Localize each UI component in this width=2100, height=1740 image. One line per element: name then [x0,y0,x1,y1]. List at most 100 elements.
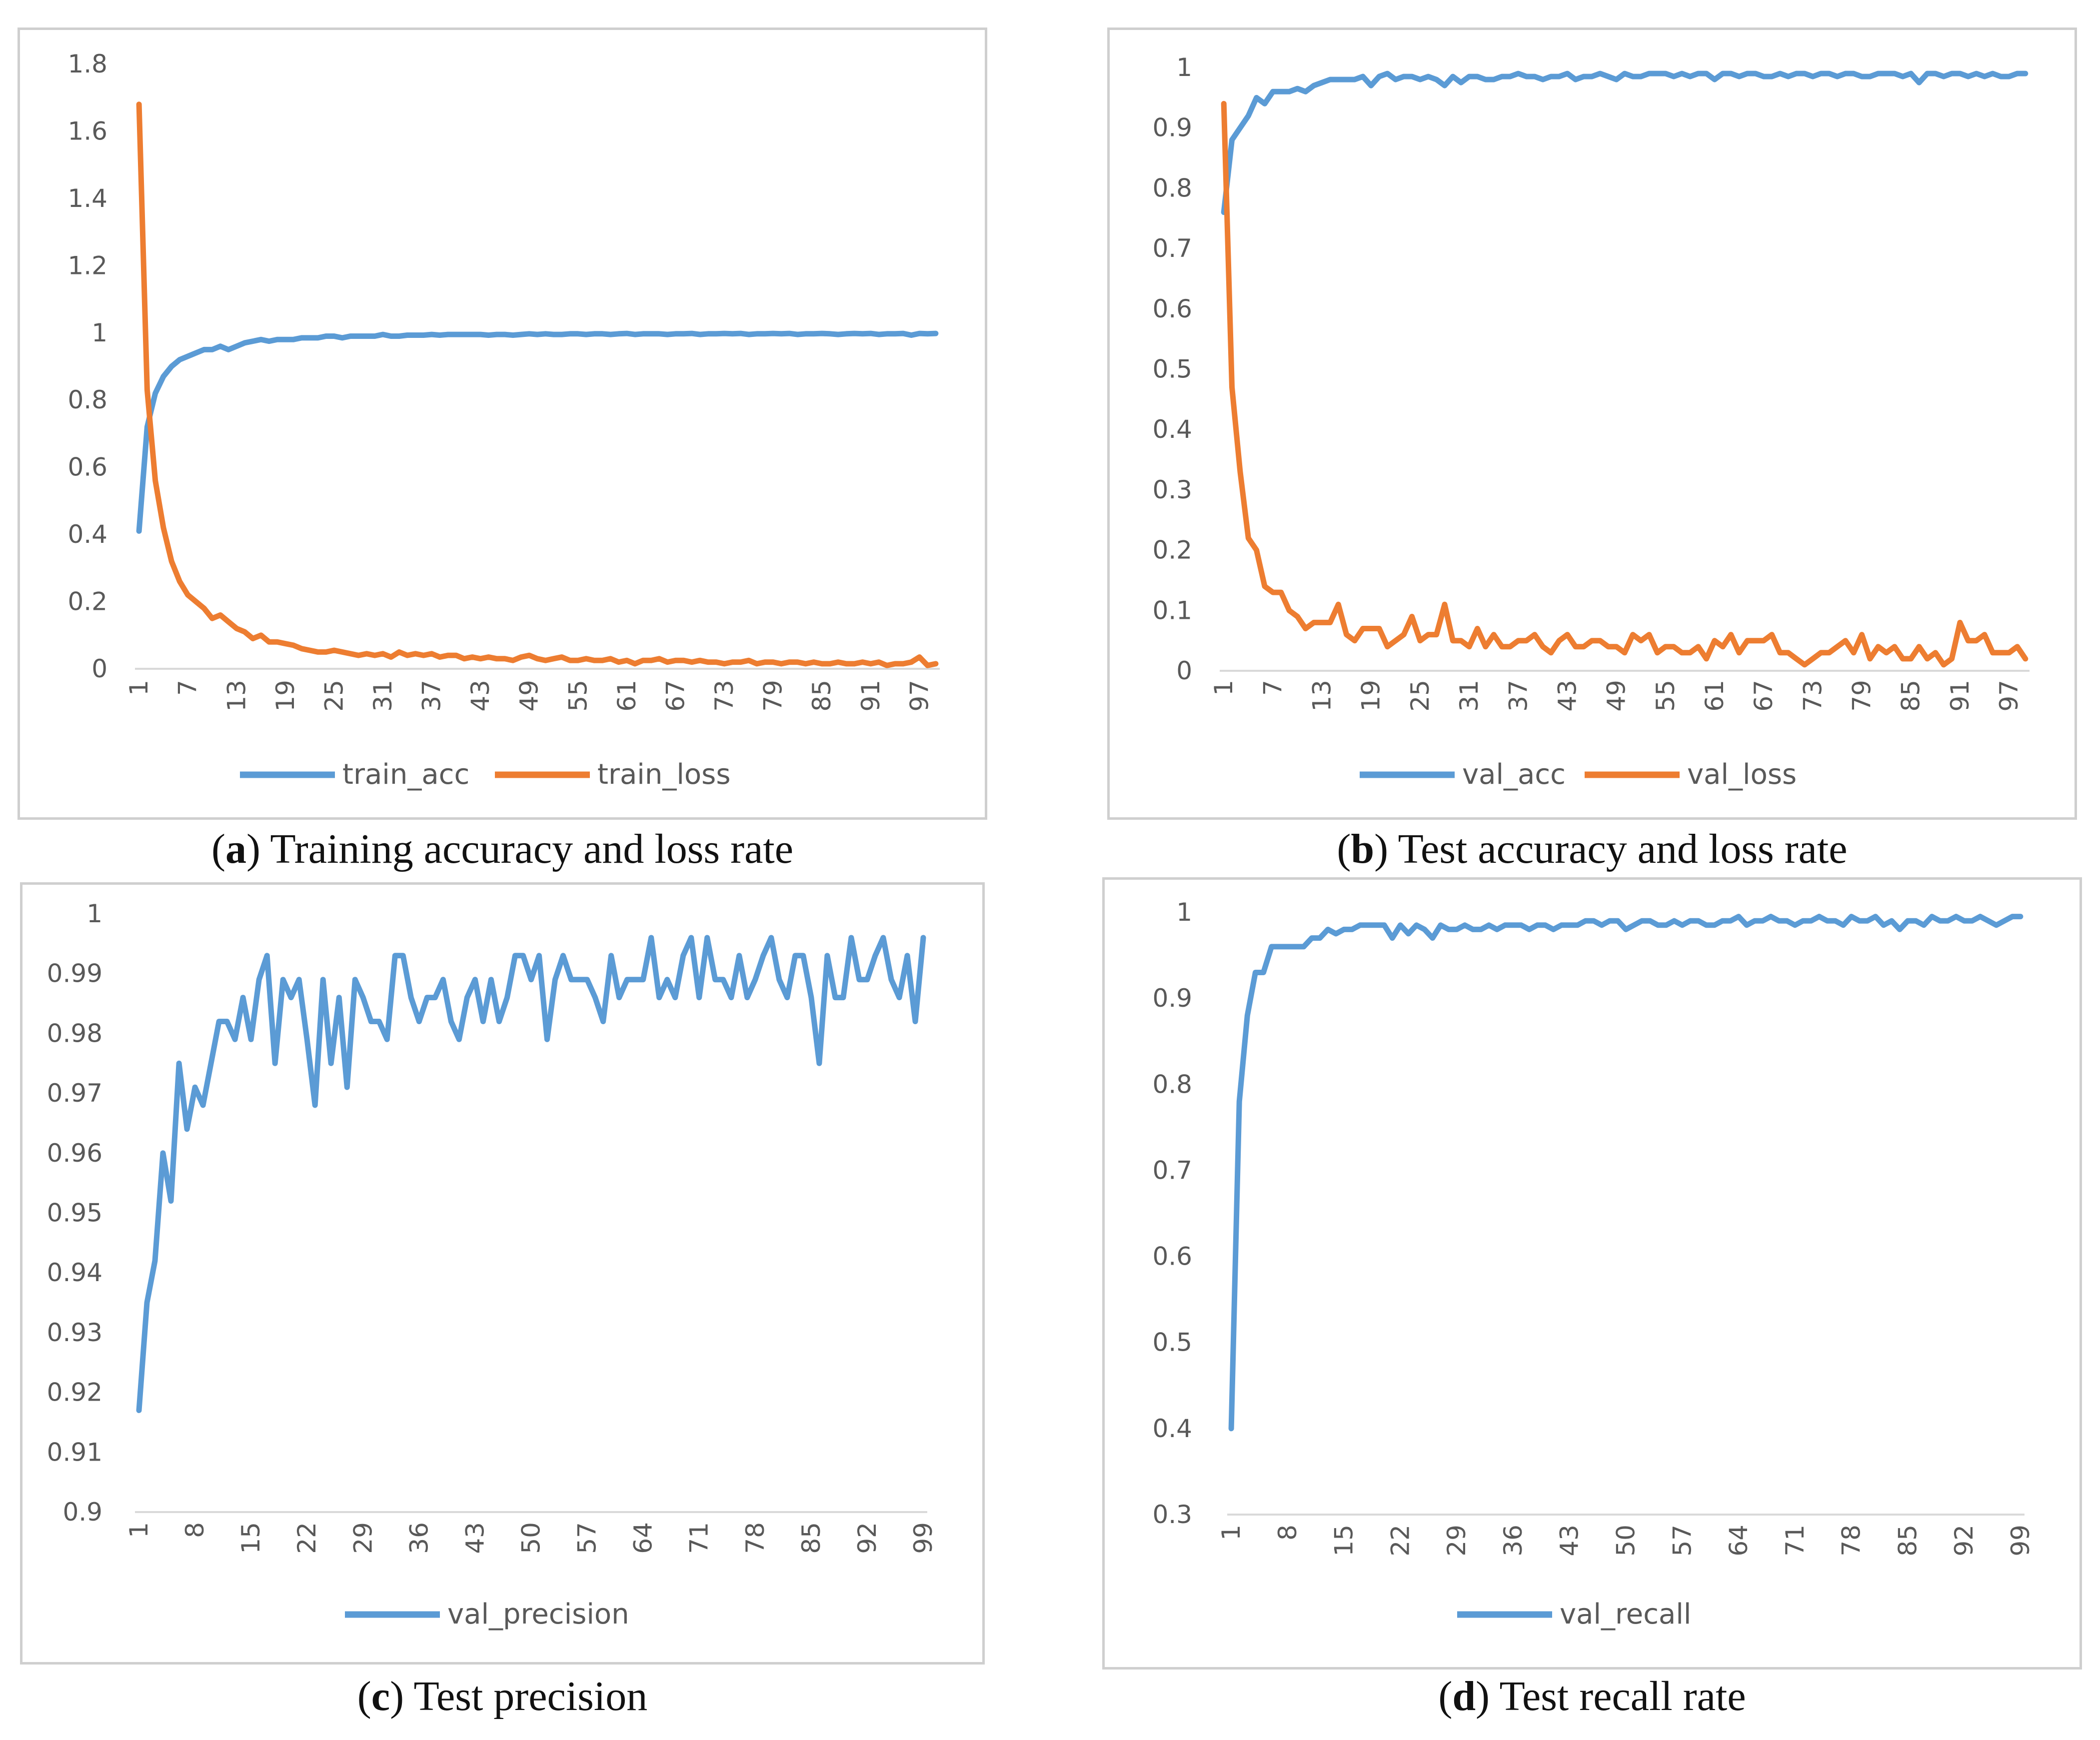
legend-label-val-precision: val_precision [447,1598,629,1631]
x-tick-label: 92 [853,1522,882,1554]
y-tick-label: 0.7 [1152,1156,1192,1185]
y-tick-label: 1.6 [67,116,107,145]
x-tick-label: 78 [1837,1525,1866,1557]
series-line-val-precision [136,935,926,1413]
x-tick-label: 7 [1258,680,1287,696]
x-tick-label: 43 [466,680,495,712]
x-tick-label: 99 [909,1522,938,1554]
x-tick-label: 55 [1651,680,1680,712]
x-tick-label: 97 [905,680,934,712]
x-tick-label: 19 [1357,680,1386,712]
x-tick-label: 15 [236,1522,265,1554]
x-tick-label: 15 [1330,1525,1359,1557]
caption-d-text: Test recall rate [1490,1673,1746,1720]
legend-label-val-recall: val_recall [1560,1598,1691,1631]
y-tick-label: 0.2 [67,587,107,616]
caption-a: (a) Training accuracy and loss rate [211,826,793,872]
x-tick-label: 8 [1273,1525,1302,1541]
x-tick-label: 8 [180,1522,209,1538]
series-line-train-acc [136,330,939,534]
y-tick-label: 0.3 [1152,1500,1192,1529]
x-tick-label: 85 [1897,680,1926,712]
y-tick-label: 0.9 [1152,113,1192,142]
x-tick-label: 67 [661,680,690,712]
chart-c-svg: 0.9 0.91 0.92 0.93 0.94 0.95 0.96 0.97 0.98 0.99 1… [47,899,938,1631]
caption-a-letter: a [225,826,246,872]
x-tick-label: 1 [1209,680,1238,696]
x-tick-label: 71 [685,1522,714,1554]
caption-c: (c) Test precision [357,1673,648,1720]
y-tick-label: 1 [1176,53,1192,82]
y-tick-label: 0.94 [47,1258,102,1287]
caption-c-text: Test precision [404,1673,648,1720]
y-tick-label: 0.98 [47,1019,102,1048]
chart-panel-b: 0 0.1 0.2 0.3 0.4 0.5 0.6 0.7 0.8 0.9 1 1 7 13 19 25 31 3… [1107,27,2077,820]
x-tick-label: 99 [2006,1525,2035,1557]
caption-b-letter: b [1351,826,1375,872]
chart-a-svg: 0 0.2 0.4 0.6 0.8 1 1.2 1.4 1.6 1.8 1 7 13 19 25 31 37 43… [67,49,940,791]
y-tick-label: 1.8 [67,49,107,78]
y-tick-label: 0.9 [62,1498,102,1527]
caption-a-text: Training accuracy and loss rate [260,826,793,872]
x-tick-label: 36 [1499,1525,1528,1557]
caption-b-text: Test accuracy and loss rate [1388,826,1848,872]
x-tick-label: 91 [856,680,885,712]
x-tick-label: 22 [292,1522,321,1554]
y-tick-label: 1.4 [67,184,107,213]
y-tick-label: 0.92 [47,1378,102,1407]
x-tick-label: 19 [271,680,300,712]
x-tick-label: 92 [1950,1525,1979,1557]
legend-label-val-loss: val_loss [1687,758,1797,791]
x-tick-label: 73 [710,680,739,712]
y-tick-label: 0 [1176,656,1192,685]
y-tick-label: 0.93 [47,1318,102,1347]
y-tick-label: 0.3 [1152,475,1192,504]
y-tick-label: 0.2 [1152,536,1192,565]
x-tick-label: 29 [348,1522,377,1554]
caption-c-letter: c [371,1673,390,1720]
y-tick-label: 0.96 [47,1139,102,1168]
series-line-val-loss [1221,100,2029,668]
x-tick-label: 25 [1406,680,1435,712]
x-tick-label: 37 [1504,680,1533,712]
chart-d-svg: 0.3 0.4 0.5 0.6 0.7 0.8 0.9 1 1 8 15 22 29 36 43 50 57 64… [1152,898,2035,1631]
x-tick-label: 73 [1798,680,1827,712]
y-tick-label: 0.8 [1152,173,1192,202]
y-tick-label: 0.9 [1152,984,1192,1013]
x-tick-label: 79 [759,680,788,712]
y-tick-label: 0.97 [47,1079,102,1108]
y-tick-label: 1 [91,318,107,347]
legend-label-train-acc: train_acc [342,758,469,791]
chart-b-svg: 0 0.1 0.2 0.3 0.4 0.5 0.6 0.7 0.8 0.9 1 1 7 13 19 25 31 3… [1152,53,2030,791]
x-tick-label: 31 [1455,680,1484,712]
x-tick-label: 61 [1700,680,1729,712]
x-tick-label: 67 [1749,680,1778,712]
x-tick-label: 1 [124,1522,153,1538]
series-line-val-recall [1228,914,2024,1432]
x-tick-label: 37 [417,680,446,712]
legend-label-train-loss: train_loss [597,758,731,791]
y-tick-label: 0.1 [1152,596,1192,625]
x-tick-label: 29 [1442,1525,1471,1557]
x-tick-label: 49 [1602,680,1631,712]
x-tick-label: 55 [563,680,592,712]
x-tick-label: 43 [1553,680,1582,712]
x-tick-label: 22 [1386,1525,1415,1557]
y-tick-label: 0.4 [67,520,107,549]
x-tick-label: 64 [1724,1525,1753,1557]
x-tick-label: 97 [1995,680,2024,712]
x-tick-label: 57 [573,1522,602,1554]
x-tick-label: 43 [1555,1525,1584,1557]
y-tick-label: 0.99 [47,959,102,988]
x-tick-label: 71 [1781,1525,1810,1557]
y-tick-label: 1.2 [67,251,107,280]
y-tick-label: 0 [91,654,107,683]
y-tick-label: 0.7 [1152,234,1192,263]
x-tick-label: 50 [517,1522,546,1554]
x-tick-label: 50 [1612,1525,1641,1557]
y-tick-label: 0.4 [1152,415,1192,444]
chart-panel-a: 0 0.2 0.4 0.6 0.8 1 1.2 1.4 1.6 1.8 1 7 13 19 25 31 37 43… [17,27,987,820]
x-tick-label: 85 [1893,1525,1922,1557]
y-tick-label: 0.8 [1152,1070,1192,1099]
x-tick-label: 25 [319,680,348,712]
